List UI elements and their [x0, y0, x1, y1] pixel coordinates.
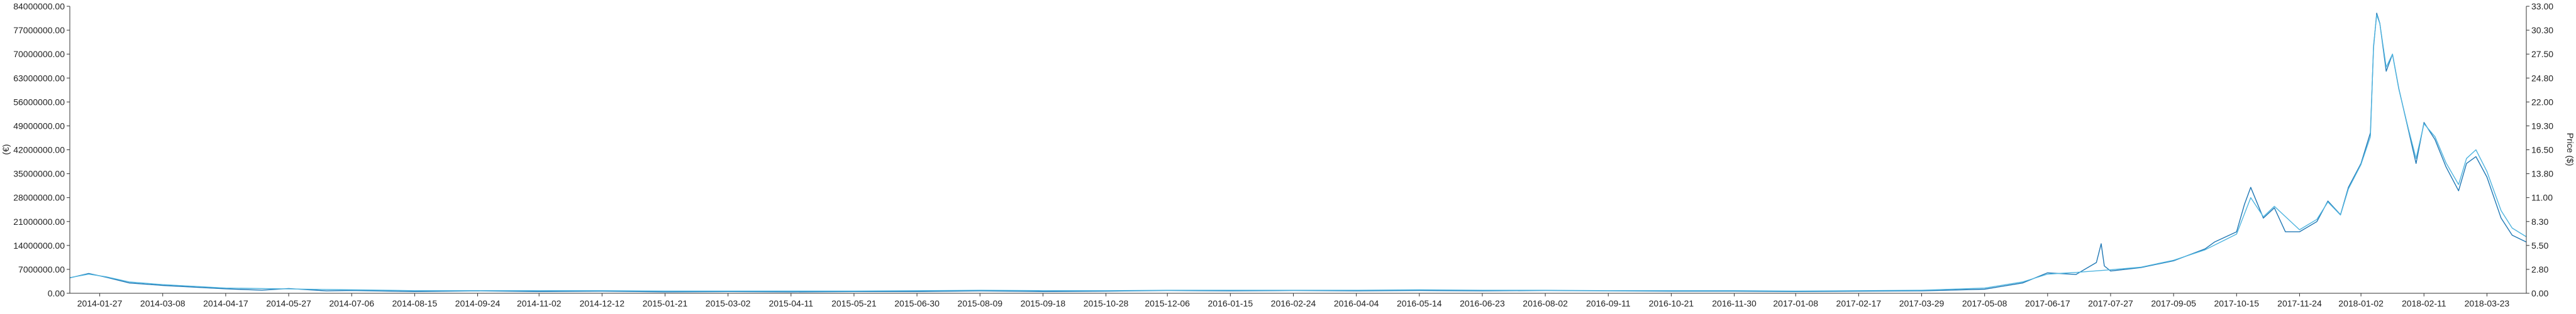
x-tick-label: 2014-08-15	[392, 298, 438, 308]
series-line-primary	[69, 13, 2527, 293]
x-tick-label: 2014-05-27	[266, 298, 311, 308]
y-left-tick-label: 56000000.00	[13, 97, 65, 107]
x-tick-label: 2017-10-15	[2214, 298, 2259, 308]
y-right-tick-label: 0.00	[2531, 288, 2548, 298]
x-tick-label: 2016-08-02	[1523, 298, 1568, 308]
y-right-tick-label: 24.80	[2531, 73, 2553, 83]
x-tick-label: 2015-04-11	[769, 298, 813, 308]
y-right-tick-label: 8.30	[2531, 217, 2548, 227]
y-right-tick-label: 5.50	[2531, 241, 2548, 251]
x-tick-label: 2018-01-02	[2338, 298, 2384, 308]
y-right-tick-label: 11.00	[2531, 193, 2553, 203]
series-group	[69, 13, 2527, 293]
y-axis-right-title: Price ($)	[2565, 133, 2575, 166]
x-ticks: 2014-01-27 2014-03-08 2014-04-17 2014-05-27…	[77, 293, 2510, 308]
x-tick-label: 2017-02-17	[1836, 298, 1882, 308]
y-ticks-right: 0.00 2.80 5.50 8.30 11.00 13.80 16.50 19.30 22.0…	[2526, 1, 2553, 298]
y-right-tick-label: 19.30	[2531, 121, 2553, 131]
x-tick-label: 2016-10-21	[1649, 298, 1694, 308]
y-right-tick-label: 2.80	[2531, 264, 2548, 274]
x-tick-label: 2016-05-14	[1397, 298, 1442, 308]
y-left-tick-label: 28000000.00	[13, 193, 65, 203]
y-left-tick-label: 49000000.00	[13, 121, 65, 131]
x-tick-label: 2016-06-23	[1460, 298, 1505, 308]
y-left-tick-label: 84000000.00	[13, 1, 65, 11]
x-tick-label: 2014-03-08	[140, 298, 186, 308]
x-tick-label: 2017-03-29	[1899, 298, 1945, 308]
y-right-tick-label: 22.00	[2531, 97, 2553, 107]
y-right-tick-label: 27.50	[2531, 49, 2553, 59]
y-right-tick-label: 33.00	[2531, 1, 2553, 11]
x-tick-label: 2014-01-27	[77, 298, 123, 308]
x-tick-label: 2017-01-08	[1773, 298, 1818, 308]
y-right-tick-label: 16.50	[2531, 145, 2553, 155]
y-axis-left-title: (€)	[1, 144, 11, 154]
x-tick-label: 2016-04-04	[1334, 298, 1379, 308]
y-left-tick-label: 7000000.00	[18, 264, 65, 274]
x-tick-label: 2016-02-24	[1271, 298, 1316, 308]
y-right-tick-label: 30.30	[2531, 25, 2553, 35]
x-tick-label: 2015-09-18	[1021, 298, 1066, 308]
y-left-tick-label: 42000000.00	[13, 145, 65, 155]
x-tick-label: 2017-07-27	[2088, 298, 2133, 308]
y-left-tick-label: 35000000.00	[13, 169, 65, 179]
x-tick-label: 2017-05-08	[1962, 298, 2007, 308]
x-tick-label: 2017-11-24	[2277, 298, 2322, 308]
y-ticks-left: 0.00 7000000.00 14000000.00 21000000.00 2800…	[13, 1, 70, 298]
y-left-tick-label: 70000000.00	[13, 49, 65, 59]
x-tick-label: 2014-12-12	[579, 298, 625, 308]
y-right-tick-label: 13.80	[2531, 169, 2553, 179]
series-line-price	[69, 14, 2527, 292]
x-tick-label: 2018-03-23	[2465, 298, 2510, 308]
x-tick-label: 2015-06-30	[894, 298, 940, 308]
x-tick-label: 2014-11-02	[517, 298, 562, 308]
x-tick-label: 2016-01-15	[1208, 298, 1253, 308]
x-tick-label: 2016-11-30	[1712, 298, 1757, 308]
x-tick-label: 2014-07-06	[329, 298, 374, 308]
x-tick-label: 2015-03-02	[706, 298, 751, 308]
x-tick-label: 2014-04-17	[203, 298, 248, 308]
x-tick-label: 2017-06-17	[2025, 298, 2070, 308]
y-left-tick-label: 63000000.00	[13, 73, 65, 83]
x-tick-label: 2018-02-11	[2402, 298, 2446, 308]
y-left-tick-label: 77000000.00	[13, 25, 65, 35]
x-tick-label: 2015-10-28	[1084, 298, 1129, 308]
x-tick-label: 2015-08-09	[957, 298, 1002, 308]
x-tick-label: 2016-09-11	[1586, 298, 1631, 308]
x-tick-label: 2014-09-24	[455, 298, 501, 308]
y-left-tick-label: 14000000.00	[13, 241, 65, 251]
x-tick-label: 2015-05-21	[831, 298, 877, 308]
x-tick-label: 2015-12-06	[1145, 298, 1190, 308]
y-left-tick-label: 0.00	[48, 288, 65, 298]
x-tick-label: 2015-01-21	[643, 298, 688, 308]
y-left-tick-label: 21000000.00	[13, 217, 65, 227]
x-tick-label: 2017-09-05	[2151, 298, 2196, 308]
